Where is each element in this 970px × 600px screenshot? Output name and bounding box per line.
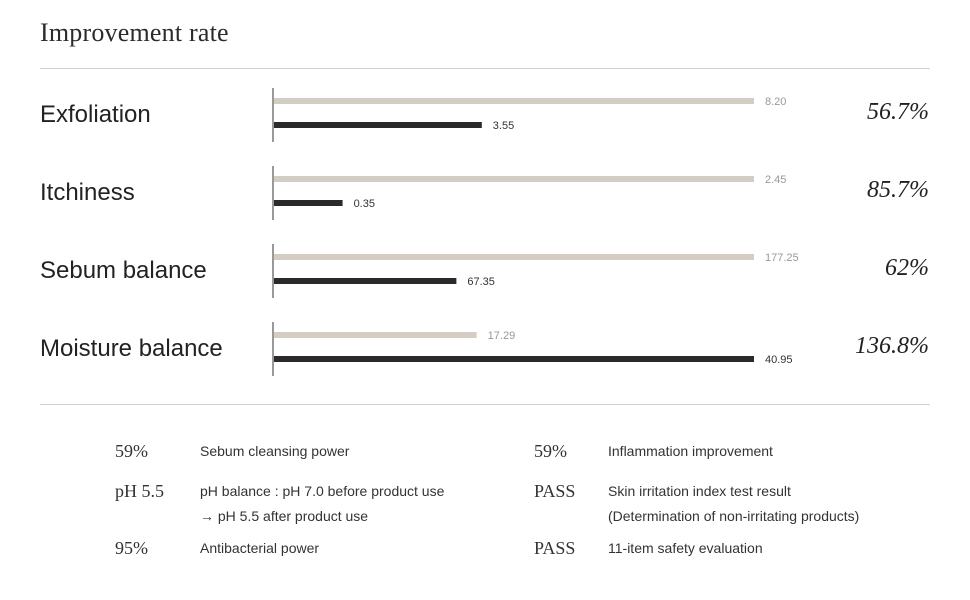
stat-label-safety: 11-item safety evaluation bbox=[608, 540, 763, 556]
bar-after-itchiness bbox=[274, 200, 343, 206]
stat-value-inflammation: 59% bbox=[534, 441, 567, 461]
improvement-rate-exfoliation: 56.7% bbox=[867, 99, 929, 125]
stat-label-antibacterial: Antibacterial power bbox=[200, 540, 320, 556]
value-label-after-exfoliation: 3.55 bbox=[493, 120, 514, 132]
value-label-after-sebum-balance: 67.35 bbox=[467, 276, 495, 288]
value-label-before-sebum-balance: 177.25 bbox=[765, 252, 799, 264]
bar-after-sebum-balance bbox=[274, 278, 457, 284]
category-label-itchiness: Itchiness bbox=[40, 179, 135, 206]
value-label-before-moisture-balance: 17.29 bbox=[488, 330, 516, 342]
stat-label-ph-line2: → pH 5.5 after product use bbox=[200, 508, 369, 524]
improvement-rate-sebum-balance: 62% bbox=[885, 255, 929, 281]
bar-after-moisture-balance bbox=[274, 356, 754, 362]
value-label-after-moisture-balance: 40.95 bbox=[765, 354, 793, 366]
stat-label-inflammation: Inflammation improvement bbox=[608, 443, 773, 459]
value-label-after-itchiness: 0.35 bbox=[354, 198, 375, 210]
stat-label-ph-line1: pH balance : pH 7.0 before product use bbox=[200, 483, 445, 499]
value-label-before-exfoliation: 8.20 bbox=[765, 96, 786, 108]
bar-before-itchiness bbox=[274, 176, 754, 182]
improvement-rate-itchiness: 85.7% bbox=[867, 177, 929, 203]
stat-value-antibacterial: 95% bbox=[115, 538, 148, 558]
stat-value-cleansing: 59% bbox=[115, 441, 148, 461]
bar-before-moisture-balance bbox=[274, 332, 477, 338]
stat-value-safety: PASS bbox=[534, 538, 576, 558]
bar-after-exfoliation bbox=[274, 122, 482, 128]
improvement-chart: Exfoliation 8.20 3.55 56.7% Itchiness 2.45 0.3… bbox=[40, 88, 929, 376]
value-label-before-itchiness: 2.45 bbox=[765, 174, 786, 186]
stat-value-irritation: PASS bbox=[534, 481, 576, 501]
category-label-moisture-balance: Moisture balance bbox=[40, 335, 223, 362]
improvement-rate-moisture-balance: 136.8% bbox=[855, 333, 929, 359]
category-label-sebum-balance: Sebum balance bbox=[40, 257, 207, 284]
stat-label-irritation-line2: (Determination of non-irritating product… bbox=[608, 508, 860, 524]
stat-value-ph: pH 5.5 bbox=[115, 481, 164, 501]
chart-title: Improvement rate bbox=[40, 18, 229, 47]
stat-label-irritation-line1: Skin irritation index test result bbox=[608, 483, 791, 499]
bar-before-sebum-balance bbox=[274, 254, 754, 260]
category-label-exfoliation: Exfoliation bbox=[40, 101, 151, 128]
bar-before-exfoliation bbox=[274, 98, 754, 104]
bottom-divider bbox=[40, 404, 930, 405]
stat-label-cleansing: Sebum cleansing power bbox=[200, 443, 350, 459]
top-divider bbox=[40, 68, 930, 69]
